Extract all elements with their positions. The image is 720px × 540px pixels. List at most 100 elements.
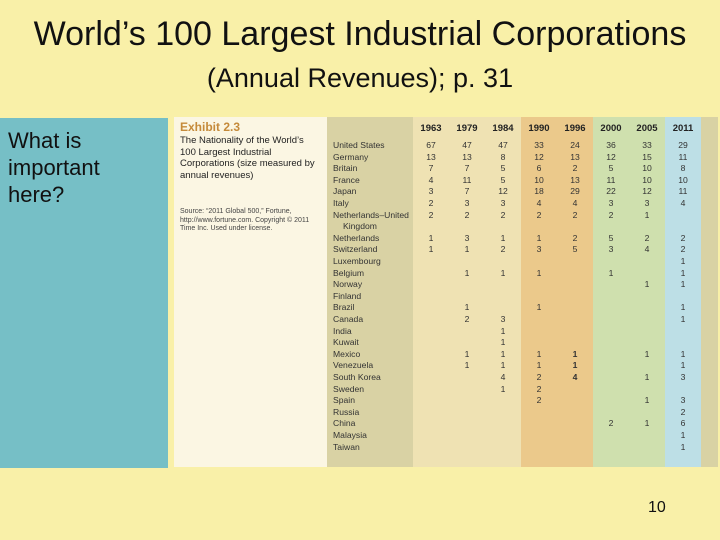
table-cell: 1: [680, 279, 686, 290]
table-cell: 3: [428, 186, 434, 197]
table-cell: 1: [500, 383, 506, 394]
year-header: 2000: [600, 123, 622, 134]
table-cell: 13: [570, 174, 580, 185]
table-cell: 1: [680, 256, 686, 266]
table-cell: 24: [570, 140, 580, 150]
table-cell: 2: [536, 209, 542, 220]
table-cell: 2: [500, 209, 506, 220]
country-label: Luxembourg: [333, 256, 381, 266]
country-label: Canada: [333, 314, 364, 324]
exhibit-image: Exhibit 2.3 The Nationality of the World…: [174, 117, 718, 467]
table-cell: 1: [536, 302, 542, 313]
table-cell: 33: [534, 140, 544, 150]
table-cell: 1: [644, 348, 650, 359]
country-label: Britain: [333, 163, 358, 174]
table-cell: 1: [500, 348, 506, 359]
table-cell: 2: [608, 418, 614, 429]
table-cell: 5: [500, 163, 506, 174]
table-cell: 10: [678, 174, 688, 185]
table-cell: 3: [608, 198, 614, 208]
table-cell: 29: [570, 186, 580, 197]
table-cell: 1: [536, 267, 542, 278]
table-cell: 2: [428, 198, 434, 208]
table-cell: 29: [678, 140, 688, 150]
country-label: South Korea: [333, 372, 381, 382]
table-cell: 1: [464, 348, 470, 359]
table-cell: 1: [500, 267, 506, 278]
table-cell: 3: [680, 395, 686, 406]
year-column-band: [665, 117, 701, 467]
year-column-band: [521, 117, 557, 467]
table-cell: 11: [606, 174, 616, 185]
year-header: 1996: [564, 123, 586, 134]
table-cell: 11: [678, 151, 688, 162]
country-label: Belgium: [333, 267, 365, 278]
table-cell: 12: [642, 186, 652, 197]
table-cell: 3: [536, 244, 542, 255]
table-cell: 1: [428, 232, 434, 243]
table-cell: 4: [572, 372, 578, 382]
country-label: Kingdom: [343, 221, 377, 232]
table-cell: 5: [572, 244, 578, 255]
table-cell: 10: [534, 174, 544, 185]
year-header: 1963: [420, 123, 442, 134]
table-cell: 4: [536, 198, 542, 208]
table-cell: 1: [464, 302, 470, 313]
table-cell: 13: [426, 151, 436, 162]
country-label: Italy: [333, 198, 349, 208]
year-column-band: [449, 117, 485, 467]
country-label: Norway: [333, 279, 363, 290]
table-cell: 2: [680, 406, 686, 417]
table-cell: 13: [462, 151, 472, 162]
table-cell: 1: [644, 395, 650, 406]
country-label: Taiwan: [333, 441, 360, 452]
exhibit-title: The Nationality of the World’s 100 Large…: [180, 135, 315, 181]
country-label: Mexico: [333, 348, 361, 359]
table-cell: 5: [608, 232, 614, 243]
table-cell: 1: [680, 267, 686, 278]
table-cell: 4: [428, 174, 434, 185]
table-cell: 67: [426, 140, 436, 150]
table-cell: 2: [536, 395, 542, 406]
slide-subtitle: (Annual Revenues); p. 31: [206, 63, 514, 93]
country-label: Sweden: [333, 383, 365, 394]
table-cell: 7: [428, 163, 434, 174]
country-label: Finland: [333, 290, 362, 301]
country-label: Japan: [333, 186, 357, 197]
table-cell: 1: [500, 360, 506, 371]
table-cell: 5: [500, 174, 506, 185]
country-label: Germany: [333, 151, 369, 162]
year-column-band: [629, 117, 665, 467]
table-cell: 1: [680, 430, 686, 440]
table-cell: 4: [500, 372, 506, 382]
year-column-band: [557, 117, 593, 467]
table-cell: 3: [464, 232, 470, 243]
table-cell: 13: [570, 151, 580, 162]
table-cell: 2: [572, 163, 578, 174]
year-header: 1979: [456, 123, 478, 134]
table-cell: 10: [642, 174, 652, 185]
year-header: 1984: [492, 123, 514, 134]
table-cell: 3: [680, 372, 686, 382]
table-cell: 47: [498, 140, 508, 150]
table-cell: 2: [680, 244, 686, 255]
table-cell: 2: [536, 372, 542, 382]
table-cell: 15: [642, 151, 652, 162]
table-cell: 8: [500, 151, 506, 162]
table-cell: 2: [428, 209, 434, 220]
table-cell: 7: [464, 186, 470, 197]
table-cell: 1: [680, 348, 686, 359]
table-cell: 4: [572, 198, 578, 208]
table-cell: 1: [428, 244, 434, 255]
table-cell: 2: [500, 244, 506, 255]
year-header: 2011: [672, 123, 694, 134]
table-cell: 1: [464, 267, 470, 278]
table-cell: 1: [464, 244, 470, 255]
table-cell: 3: [644, 198, 650, 208]
table-cell: 10: [642, 163, 652, 174]
table-cell: 2: [572, 209, 578, 220]
table-cell: 8: [680, 163, 686, 174]
table-cell: 3: [500, 198, 506, 208]
table-cell: 12: [498, 186, 508, 197]
year-header: 1990: [528, 123, 550, 134]
